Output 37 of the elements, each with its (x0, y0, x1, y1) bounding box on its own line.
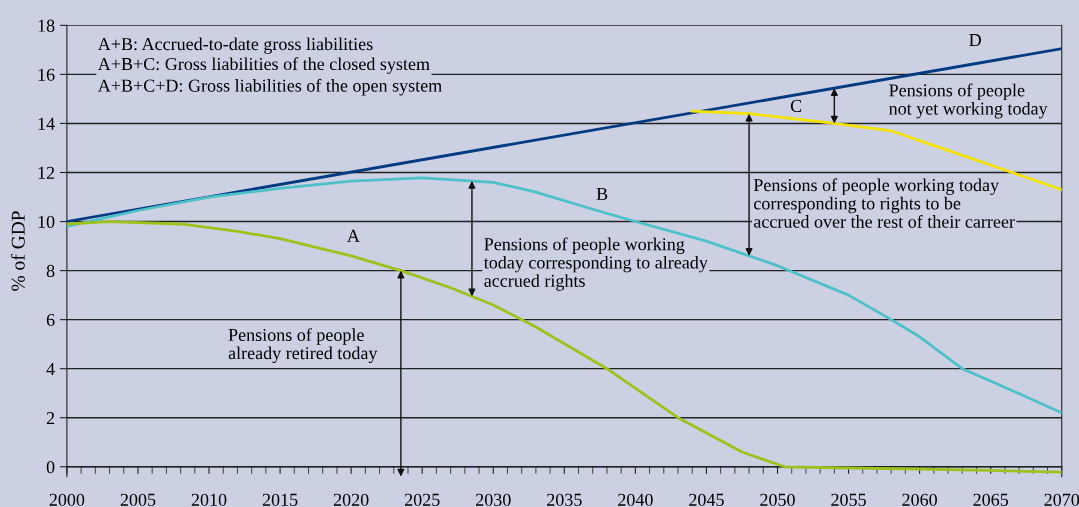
y-tick-label: 8 (46, 264, 55, 278)
x-tick-label: 2005 (120, 493, 156, 506)
y-tick-label: 2 (46, 412, 55, 424)
annotation: Pensions of people working today corresponding to rights to be accrued over the rest of their carreer (753, 178, 1015, 228)
annotation: A+B: Accrued-to-date gross liabilities (97, 37, 373, 54)
annotation: A+B+C: Gross liabilities of the closed system (97, 57, 430, 74)
x-tick-label: 2050 (760, 493, 795, 506)
y-tick-label: 12 (38, 166, 55, 179)
annotation: A+B+C+D: Gross liabilities of the open system (97, 78, 442, 96)
x-tick-label: 2025 (404, 493, 440, 506)
x-tick-label: 2055 (831, 493, 866, 506)
x-tick-label: 2000 (49, 493, 85, 506)
y-tick-label: 16 (38, 68, 55, 81)
annotation: Pensions of people not yet working today (889, 83, 1048, 119)
x-tick-label: 2040 (618, 493, 653, 506)
x-tick-label: 2070 (1044, 493, 1079, 506)
annotation: Pensions of people working today corresponding to already accrued rights (483, 237, 708, 291)
y-tick-label: 18 (38, 19, 55, 32)
annotation: Pensions of people already retired today (228, 328, 378, 363)
y-tick-label: 0 (46, 461, 55, 474)
x-tick-label: 2015 (262, 493, 298, 506)
annotation: A (347, 229, 360, 242)
annotation: D (969, 34, 981, 46)
y-axis-title: % of GDP (10, 211, 25, 291)
y-tick-label: 6 (46, 313, 55, 327)
x-tick-label: 2035 (547, 493, 582, 506)
annotation: C (790, 99, 802, 112)
x-tick-label: 2030 (475, 493, 511, 506)
y-tick-label: 14 (38, 117, 55, 130)
x-tick-label: 2020 (333, 493, 369, 506)
annotation: B (596, 187, 608, 200)
y-tick-label: 4 (46, 363, 55, 375)
x-tick-label: 2045 (689, 493, 724, 506)
y-tick-label: 10 (38, 215, 55, 228)
x-tick-label: 2010 (191, 493, 227, 506)
x-tick-label: 2065 (973, 493, 1009, 506)
x-tick-label: 2060 (902, 493, 937, 506)
